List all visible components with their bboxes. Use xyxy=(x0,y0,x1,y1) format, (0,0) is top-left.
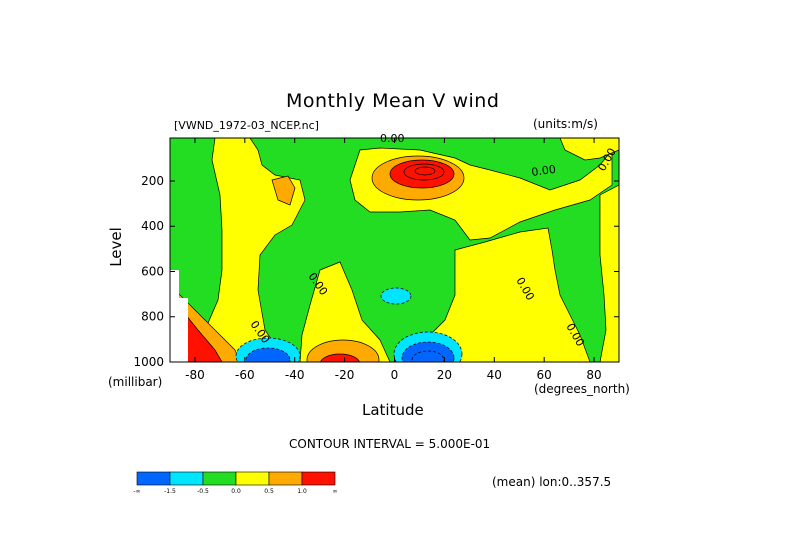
y-tick-label: 200 xyxy=(141,174,164,188)
colorbar-swatch xyxy=(235,471,270,486)
file-label: [VWND_1972-03_NCEP.nc] xyxy=(174,119,319,132)
y-tick-label: 400 xyxy=(141,219,164,233)
colorbar-swatch xyxy=(301,471,336,486)
field-yellow-mid xyxy=(299,261,391,362)
contour-interval: CONTOUR INTERVAL = 5.000E-01 xyxy=(289,437,491,451)
colorbar-label: ∞ xyxy=(333,488,338,495)
field-missing xyxy=(170,270,179,362)
x-tick-label: -40 xyxy=(285,368,305,382)
x-tick-label: -60 xyxy=(235,368,255,382)
field-yellow-topright xyxy=(559,138,619,161)
units-label: (units:m/s) xyxy=(533,117,598,131)
mean-label: (mean) lon:0..357.5 xyxy=(492,475,612,489)
field-yellow-farright xyxy=(599,184,619,362)
x-units-label: (degrees_north) xyxy=(534,382,630,396)
contour-label: 0.00 xyxy=(380,132,405,145)
x-tick-label: 40 xyxy=(487,368,502,382)
x-axis-label: Latitude xyxy=(362,401,424,419)
x-axis: -80 -60 -40 -20 0 20 40 60 80 xyxy=(185,138,602,382)
field-red-s xyxy=(320,353,360,362)
colorbar-label: 0.0 xyxy=(231,488,241,495)
field-missing-2 xyxy=(179,298,188,362)
x-tick-label: 80 xyxy=(586,368,601,382)
x-tick-label: 20 xyxy=(437,368,452,382)
field-red-top xyxy=(389,159,455,189)
y-tick-label: 1000 xyxy=(133,355,164,369)
colorbar-label: -0.5 xyxy=(197,488,209,495)
colorbar-swatch xyxy=(202,471,237,486)
y-tick-label: 600 xyxy=(141,264,164,278)
field-orange-s xyxy=(306,339,380,362)
field-yellow-right xyxy=(419,227,591,362)
colorbar: -∞ -1.5 -0.5 0.0 0.5 1.0 ∞ xyxy=(133,471,338,495)
field-blue-sw xyxy=(245,347,291,362)
colorbar-swatch xyxy=(268,471,303,486)
x-tick-label: -80 xyxy=(185,368,205,382)
x-tick-label: -20 xyxy=(335,368,355,382)
field-red-top-2 xyxy=(403,163,445,181)
field-red-top-3 xyxy=(414,166,436,176)
colorbar-label: -∞ xyxy=(133,488,140,495)
colorbar-swatch xyxy=(169,471,204,486)
y-axis: 200 400 600 800 1000 xyxy=(133,174,619,369)
colorbar-label: 0.5 xyxy=(264,488,274,495)
chart-title: Monthly Mean V wind xyxy=(286,90,500,112)
field-cyan-mid xyxy=(380,287,412,305)
field-blue-eq xyxy=(401,341,455,362)
colorbar-swatch xyxy=(136,471,171,486)
contour-label: 0.00 xyxy=(531,163,557,179)
y-tick-label: 800 xyxy=(141,310,164,324)
contour-field xyxy=(170,138,619,362)
colorbar-label: 1.0 xyxy=(297,488,307,495)
x-tick-label: 60 xyxy=(537,368,552,382)
y-units-label: (millibar) xyxy=(108,375,163,389)
colorbar-label: -1.5 xyxy=(164,488,176,495)
x-tick-label: 0 xyxy=(391,368,399,382)
field-orange-upper xyxy=(271,175,296,206)
